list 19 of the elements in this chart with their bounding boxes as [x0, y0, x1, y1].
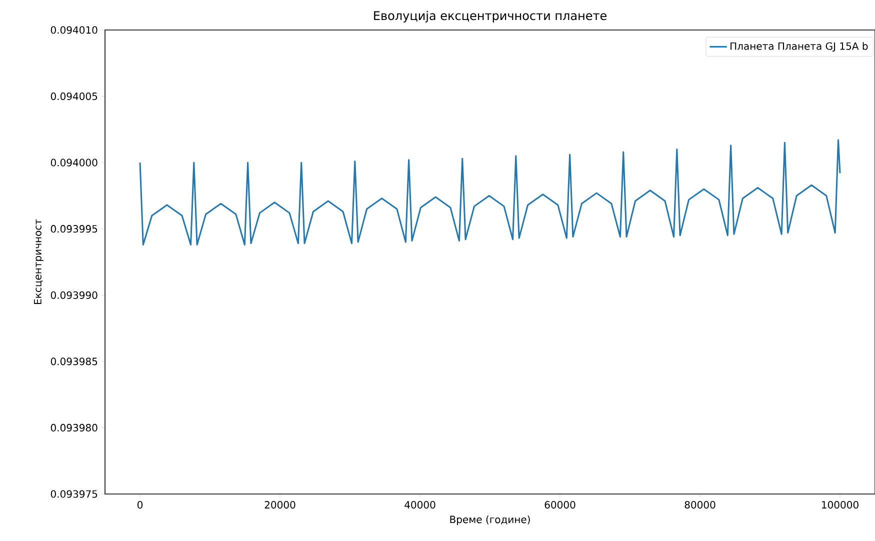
y-tick-label: 0.093995 [50, 225, 98, 233]
y-tick-label: 0.094000 [50, 158, 98, 166]
x-axis-title: Време (године) [450, 515, 530, 526]
chart-title: Еволуција ексцентричности планете [374, 10, 607, 22]
y-tick-label: 0.093975 [50, 490, 98, 498]
y-tick-label: 0.094005 [50, 92, 98, 100]
y-tick-label: 0.093990 [50, 291, 98, 299]
x-tick-label: 40000 [404, 501, 436, 509]
y-tick-label: 0.093985 [50, 358, 98, 366]
line-series [139, 139, 841, 246]
x-tick-label: 0 [137, 501, 143, 509]
y-axis-title: Ексцентричност [34, 219, 44, 304]
y-tick-label: 0.094010 [50, 26, 98, 34]
x-tick-label: 100000 [822, 501, 858, 509]
y-tick-label: 0.093980 [50, 424, 98, 432]
x-tick-label: 60000 [544, 501, 576, 509]
x-tick-label: 80000 [684, 501, 716, 509]
x-tick-label: 20000 [264, 501, 296, 509]
legend-label: Планета Планета GJ 15A b [730, 42, 868, 52]
